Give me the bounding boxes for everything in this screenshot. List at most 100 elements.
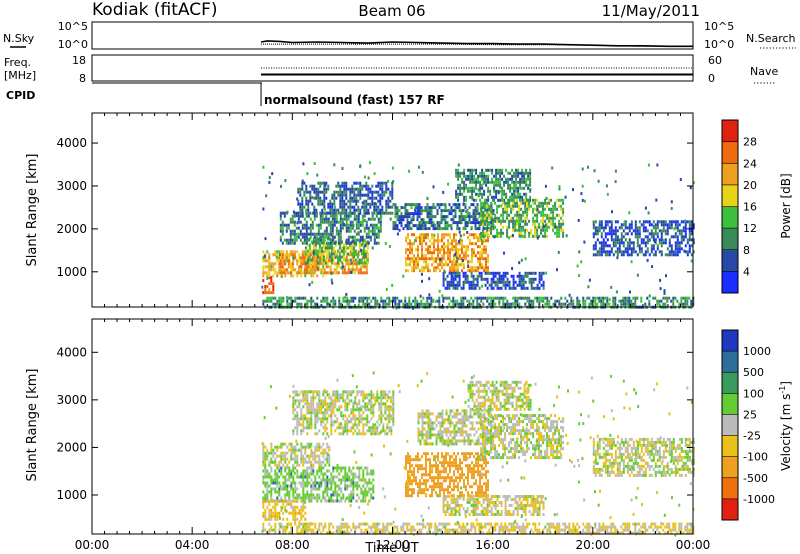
data-cell: [377, 220, 380, 224]
data-cell: [506, 231, 509, 235]
data-cell: [345, 229, 348, 233]
data-cell: [462, 299, 465, 303]
data-cell: [654, 226, 657, 230]
data-cell: [287, 262, 290, 266]
data-cell: [355, 193, 358, 197]
data-cell: [496, 216, 499, 220]
data-cell: [302, 463, 305, 467]
data-cell: [656, 220, 659, 224]
data-cell: [363, 259, 366, 263]
data-cell: [493, 183, 496, 187]
data-cell: [486, 204, 489, 208]
data-cell: [307, 211, 310, 215]
data-cell: [466, 274, 469, 278]
data-cell: [300, 445, 303, 449]
data-cell: [534, 231, 537, 235]
data-cell: [452, 218, 455, 222]
data-cell: [324, 496, 327, 500]
data-cell: [322, 411, 325, 415]
data-cell: [355, 223, 358, 227]
data-cell: [372, 296, 375, 300]
data-cell: [468, 280, 471, 284]
data-cell: [338, 493, 341, 497]
data-cell: [461, 177, 464, 181]
data-cell: [305, 271, 308, 275]
data-cell: [286, 499, 289, 503]
data-cell: [686, 253, 689, 257]
data-cell: [263, 254, 266, 258]
data-cell: [353, 193, 356, 197]
data-cell: [355, 202, 358, 206]
data-cell: [479, 245, 481, 249]
data-cell: [509, 189, 512, 193]
data-cell: [338, 258, 341, 262]
data-cell: [359, 271, 362, 275]
data-cell: [362, 484, 365, 488]
data-cell: [443, 270, 446, 274]
data-cell: [431, 254, 433, 258]
data-cell: [463, 183, 466, 187]
data-cell: [380, 299, 383, 303]
data-cell: [454, 277, 457, 281]
data-cell: [490, 212, 493, 216]
data-cell: [322, 417, 325, 421]
data-cell: [303, 241, 306, 245]
data-cell: [316, 496, 319, 500]
data-cell: [484, 296, 487, 300]
data-cell: [526, 222, 529, 226]
data-cell: [588, 278, 591, 282]
data-cell: [303, 256, 306, 260]
data-cell: [518, 231, 521, 235]
data-cell: [302, 487, 305, 491]
data-cell: [658, 220, 661, 224]
data-cell: [330, 408, 333, 412]
data-cell: [299, 211, 302, 215]
data-cell: [328, 487, 331, 491]
data-cell: [333, 217, 336, 221]
data-cell: [341, 196, 344, 200]
data-cell: [334, 240, 337, 244]
data-cell: [276, 253, 279, 257]
data-cell: [322, 460, 325, 464]
data-cell: [495, 177, 498, 181]
data-cell: [307, 208, 310, 212]
data-cell: [500, 228, 503, 232]
data-cell: [674, 226, 677, 230]
data-cell: [357, 193, 360, 197]
data-cell: [457, 254, 459, 258]
data-cell: [472, 209, 475, 213]
data-cell: [581, 167, 584, 171]
data-cell: [443, 245, 445, 249]
data-cell: [490, 277, 493, 281]
data-cell: [480, 274, 483, 278]
data-cell: [439, 263, 441, 267]
data-cell: [496, 207, 499, 211]
data-cell: [285, 256, 288, 260]
data-cell: [318, 399, 321, 403]
data-cell: [264, 237, 267, 241]
data-cell: [521, 168, 524, 172]
data-cell: [310, 274, 313, 278]
data-cell: [319, 184, 322, 188]
data-cell: [658, 241, 661, 245]
data-cell: [317, 187, 320, 191]
data-cell: [298, 399, 301, 403]
data-cell: [606, 232, 609, 236]
data-cell: [315, 238, 318, 242]
data-cell: [369, 229, 372, 233]
data-cell: [600, 223, 603, 227]
data-cell: [526, 271, 529, 275]
data-cell: [270, 282, 273, 286]
data-cell: [411, 242, 413, 246]
data-cell: [333, 190, 336, 194]
data-cell: [337, 220, 340, 224]
data-cell: [375, 241, 378, 245]
data-cell: [596, 296, 599, 300]
data-cell: [352, 405, 355, 409]
data-cell: [363, 271, 366, 275]
data-cell: [529, 189, 532, 193]
data-cell: [321, 232, 324, 236]
data-cell: [523, 171, 526, 175]
data-cell: [466, 224, 469, 228]
data-cell: [490, 299, 493, 303]
